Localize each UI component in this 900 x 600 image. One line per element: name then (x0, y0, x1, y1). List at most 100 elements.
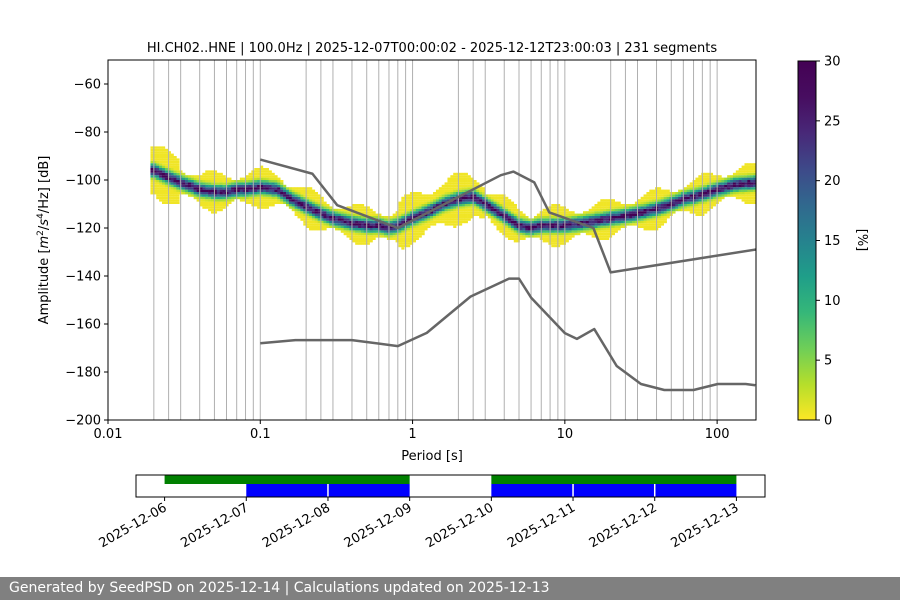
heatmap-cell (620, 216, 624, 219)
heatmap-cell (551, 204, 555, 207)
colorbar-tick-label: 15 (824, 234, 841, 249)
heatmap-cell (248, 196, 252, 200)
heatmap-cell (280, 189, 284, 192)
heatmap-cell (505, 196, 509, 200)
heatmap-cell (545, 211, 549, 214)
heatmap-cell (686, 194, 690, 197)
heatmap-cell (730, 177, 734, 180)
heatmap-cell (182, 177, 186, 180)
heatmap-cell (337, 218, 342, 221)
heatmap-cell (265, 189, 269, 192)
heatmap-cell (554, 208, 558, 212)
heatmap-cell (629, 223, 633, 226)
heatmap-cell (297, 199, 301, 202)
heatmap-cell (464, 194, 468, 197)
heatmap-cell (606, 206, 610, 209)
heatmap-cell (464, 208, 468, 212)
heatmap-cell (271, 204, 275, 207)
heatmap-cell (482, 187, 486, 190)
heatmap-cell (470, 187, 474, 190)
heatmap-cell (660, 220, 665, 224)
heatmap-cell (150, 151, 154, 154)
heatmap-cell (499, 223, 503, 226)
heatmap-cell (718, 189, 722, 192)
heatmap-cell (476, 208, 480, 212)
heatmap-cell (297, 196, 301, 200)
heatmap-cell (559, 242, 564, 245)
heatmap-cell (225, 184, 229, 188)
heatmap-cell (473, 182, 477, 185)
heatmap-cell (418, 213, 422, 216)
heatmap-cell (683, 206, 688, 209)
heatmap-cell (242, 187, 246, 190)
heatmap-cell (508, 211, 512, 214)
heatmap-cell (407, 204, 411, 207)
heatmap-cell (542, 216, 546, 219)
heatmap-cell (190, 194, 194, 197)
heatmap-cell (268, 172, 272, 176)
heatmap-cell (559, 218, 564, 221)
heatmap-cell (554, 235, 558, 238)
heatmap-cell (349, 230, 353, 233)
heatmap-cell (358, 204, 362, 207)
heatmap-cell (265, 184, 269, 188)
heatmap-cell (268, 201, 272, 204)
heatmap-cell (600, 223, 604, 226)
heatmap-cell (441, 192, 445, 195)
heatmap-cell (692, 196, 696, 200)
heatmap-cell (415, 192, 419, 195)
heatmap-cell (458, 216, 463, 219)
heatmap-cell (470, 194, 474, 197)
heatmap-cell (603, 225, 607, 228)
heatmap-cell (510, 223, 515, 226)
heatmap-cell (303, 194, 307, 197)
heatmap-cell (398, 240, 402, 243)
heatmap-cell (309, 206, 313, 209)
heatmap-cell (551, 235, 555, 238)
heatmap-cell (167, 168, 171, 171)
heatmap-cell (438, 211, 442, 214)
heatmap-cell (525, 216, 529, 219)
heatmap-cell (712, 194, 716, 197)
heatmap-cell (412, 240, 417, 243)
heatmap-cell (747, 165, 751, 168)
heatmap-cell (427, 201, 431, 204)
heatmap-cell (620, 206, 624, 209)
heatmap-cell (597, 211, 601, 214)
heatmap-cell (643, 194, 647, 197)
heatmap-cell (531, 230, 535, 233)
heatmap-cell (637, 216, 641, 219)
heatmap-cell (211, 172, 215, 176)
heatmap-cell (753, 182, 756, 185)
heatmap-cell (519, 230, 523, 233)
heatmap-cell (170, 201, 174, 204)
heatmap-cell (620, 204, 624, 207)
heatmap-cell (458, 218, 463, 221)
heatmap-cell (176, 182, 180, 185)
heatmap-cell (706, 192, 711, 195)
heatmap-cell (709, 201, 714, 204)
heatmap-cell (467, 177, 471, 180)
heatmap-cell (352, 220, 356, 224)
heatmap-cell (447, 218, 451, 221)
heatmap-cell (412, 232, 417, 236)
heatmap-cell (738, 170, 742, 173)
heatmap-cell (617, 211, 621, 214)
heatmap-cell (683, 187, 688, 190)
heatmap-cell (649, 213, 653, 216)
heatmap-cell (735, 172, 739, 176)
heatmap-cell (167, 153, 171, 156)
heatmap-cell (164, 172, 169, 176)
heatmap-cell (450, 223, 454, 226)
heatmap-cell (216, 194, 220, 197)
heatmap-cell (461, 182, 466, 185)
heatmap-cell (424, 196, 428, 200)
heatmap-cell (176, 201, 180, 204)
heatmap-cell (268, 177, 272, 180)
heatmap-cell (317, 223, 321, 226)
heatmap-cell (461, 196, 466, 200)
heatmap-cell (395, 240, 399, 243)
heatmap-cell (470, 180, 474, 183)
heatmap-cell (574, 225, 578, 228)
